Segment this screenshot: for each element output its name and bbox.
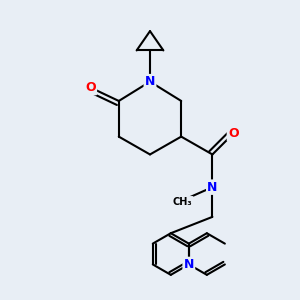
Text: O: O: [228, 127, 238, 140]
Text: N: N: [207, 181, 218, 194]
Text: N: N: [145, 75, 155, 88]
Text: CH₃: CH₃: [173, 197, 193, 207]
Text: O: O: [85, 81, 96, 94]
Text: N: N: [184, 258, 194, 271]
